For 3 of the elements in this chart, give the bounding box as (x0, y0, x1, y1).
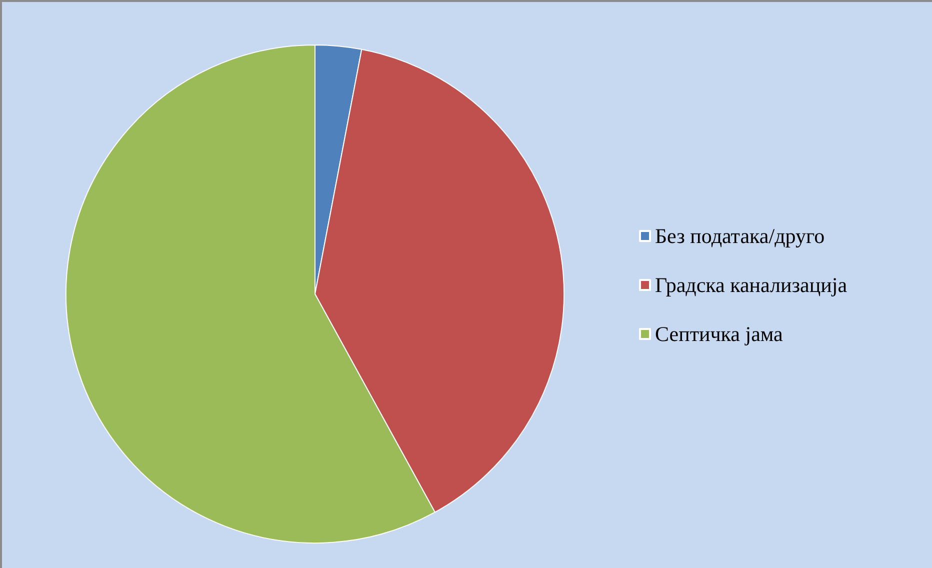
legend-label: Без података/друго (655, 224, 825, 248)
legend-label: Градска канализација (655, 273, 848, 297)
legend-label: Септичка јама (655, 322, 784, 346)
